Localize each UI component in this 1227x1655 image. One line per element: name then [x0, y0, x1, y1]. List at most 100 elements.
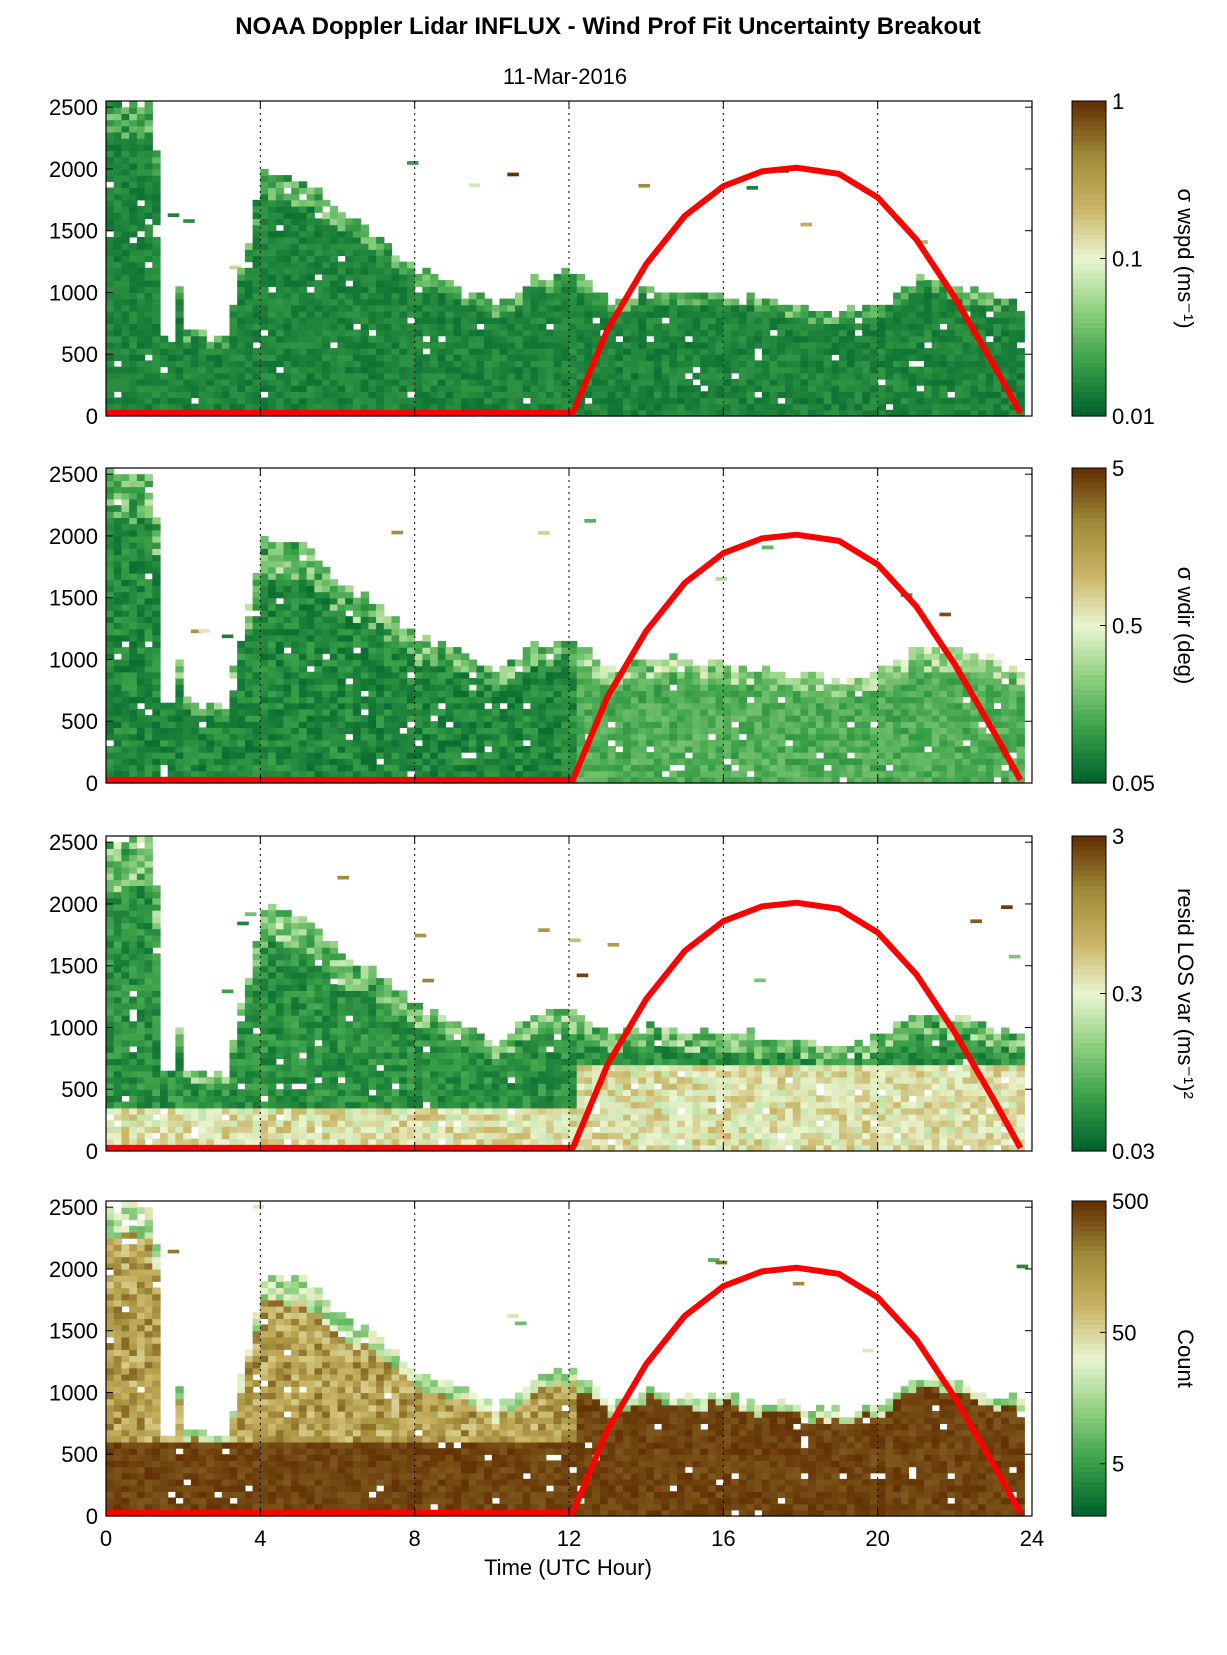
heatmap-cell: [252, 758, 261, 766]
heatmap-cell: [607, 752, 616, 759]
heatmap-cell: [345, 391, 354, 399]
heatmap-cell: [260, 175, 269, 182]
heatmap-cell: [599, 298, 609, 306]
heatmap-cell: [638, 739, 647, 747]
heatmap-cell: [399, 665, 408, 673]
heatmap-cell: [136, 113, 146, 121]
heatmap-cell: [376, 690, 385, 698]
heatmap-cell: [329, 640, 339, 648]
heatmap-cell: [684, 708, 693, 716]
heatmap-cell: [561, 653, 570, 661]
heatmap-cell: [615, 752, 624, 759]
heatmap-cell: [924, 372, 933, 380]
heatmap-cell: [576, 298, 585, 306]
heatmap-cell: [183, 397, 192, 405]
heatmap-cell: [692, 372, 701, 380]
heatmap-cell: [322, 665, 331, 673]
heatmap-cell: [584, 776, 593, 784]
heatmap-cell: [947, 354, 956, 361]
heatmap-cell: [121, 354, 130, 361]
heatmap-cell: [530, 335, 539, 343]
heatmap-cell: [931, 317, 940, 324]
heatmap-cell: [738, 360, 748, 368]
heatmap-cell: [144, 628, 153, 636]
heatmap-cell: [700, 348, 709, 355]
heatmap-cell: [337, 597, 346, 605]
heatmap-cell: [561, 733, 570, 741]
heatmap-cell: [522, 335, 531, 343]
heatmap-cell: [368, 690, 377, 698]
heatmap-cell: [113, 554, 122, 562]
heatmap-cell: [198, 708, 207, 716]
heatmap-cell: [839, 391, 848, 399]
heatmap-cell: [136, 335, 146, 343]
heatmap-cell: [653, 690, 663, 698]
heatmap-cell: [576, 323, 585, 331]
heatmap-cell: [592, 298, 601, 306]
heatmap-cell: [777, 335, 786, 343]
heatmap-cell: [368, 304, 377, 312]
heatmap-cell: [692, 764, 701, 772]
heatmap-cell: [522, 684, 531, 691]
heatmap-cell: [237, 770, 246, 778]
heatmap-cell: [129, 391, 138, 399]
heatmap-cell: [522, 653, 531, 661]
heatmap-cell: [854, 391, 863, 399]
heatmap-cell: [924, 286, 933, 294]
heatmap-cell: [414, 273, 423, 281]
heatmap-cell: [167, 752, 176, 759]
heatmap-cell: [352, 230, 362, 238]
heatmap-cell: [769, 335, 778, 343]
heatmap-cell: [129, 628, 138, 636]
heatmap-cell: [106, 480, 115, 488]
heatmap-cell: [723, 311, 732, 318]
heatmap-cell: [136, 286, 146, 294]
heatmap-cell: [677, 329, 686, 337]
heatmap-cell: [106, 529, 115, 537]
heatmap-cell: [383, 280, 393, 287]
heatmap-cell: [653, 391, 663, 399]
heatmap-cell: [337, 317, 346, 324]
heatmap-cell: [113, 758, 122, 766]
heatmap-cell: [414, 385, 423, 392]
heatmap-cell: [291, 548, 300, 556]
heatmap-cell: [584, 341, 593, 349]
heatmap-cell: [144, 206, 153, 213]
heatmap-cell: [653, 684, 663, 691]
heatmap-cell: [329, 391, 339, 399]
heatmap-cell: [268, 665, 277, 673]
heatmap-cell: [206, 348, 215, 355]
heatmap-cell: [476, 403, 485, 411]
heatmap-cell: [214, 360, 223, 368]
heatmap-cell: [669, 727, 678, 735]
heatmap-cell: [306, 653, 315, 661]
heatmap-cell: [283, 708, 292, 716]
heatmap-cell: [391, 397, 400, 405]
heatmap-cell: [144, 292, 153, 300]
heatmap-cell: [121, 311, 130, 318]
heatmap-cell: [306, 280, 315, 287]
heatmap-cell: [700, 335, 709, 343]
heatmap-cell: [823, 341, 832, 349]
heatmap-cell: [715, 770, 724, 778]
heatmap-cell: [607, 733, 616, 741]
heatmap-cell: [337, 715, 346, 722]
heatmap-cell: [144, 199, 153, 207]
heatmap-cell: [352, 659, 362, 667]
heatmap-cell: [198, 715, 207, 722]
heatmap-cell: [291, 261, 300, 269]
heatmap-cell: [298, 372, 308, 380]
heatmap-cell: [360, 341, 369, 349]
heatmap-cell: [692, 684, 701, 691]
heatmap-cell: [106, 156, 115, 164]
heatmap-cell: [908, 397, 917, 405]
heatmap-cell: [175, 397, 184, 405]
heatmap-cell: [190, 752, 200, 759]
heatmap-cell: [723, 403, 732, 411]
heatmap-cell: [368, 622, 377, 630]
heatmap-cell: [252, 317, 261, 324]
heatmap-cell: [144, 329, 153, 337]
heatmap-cell: [283, 770, 292, 778]
heatmap-cell: [352, 745, 362, 753]
heatmap-cell: [723, 378, 732, 386]
